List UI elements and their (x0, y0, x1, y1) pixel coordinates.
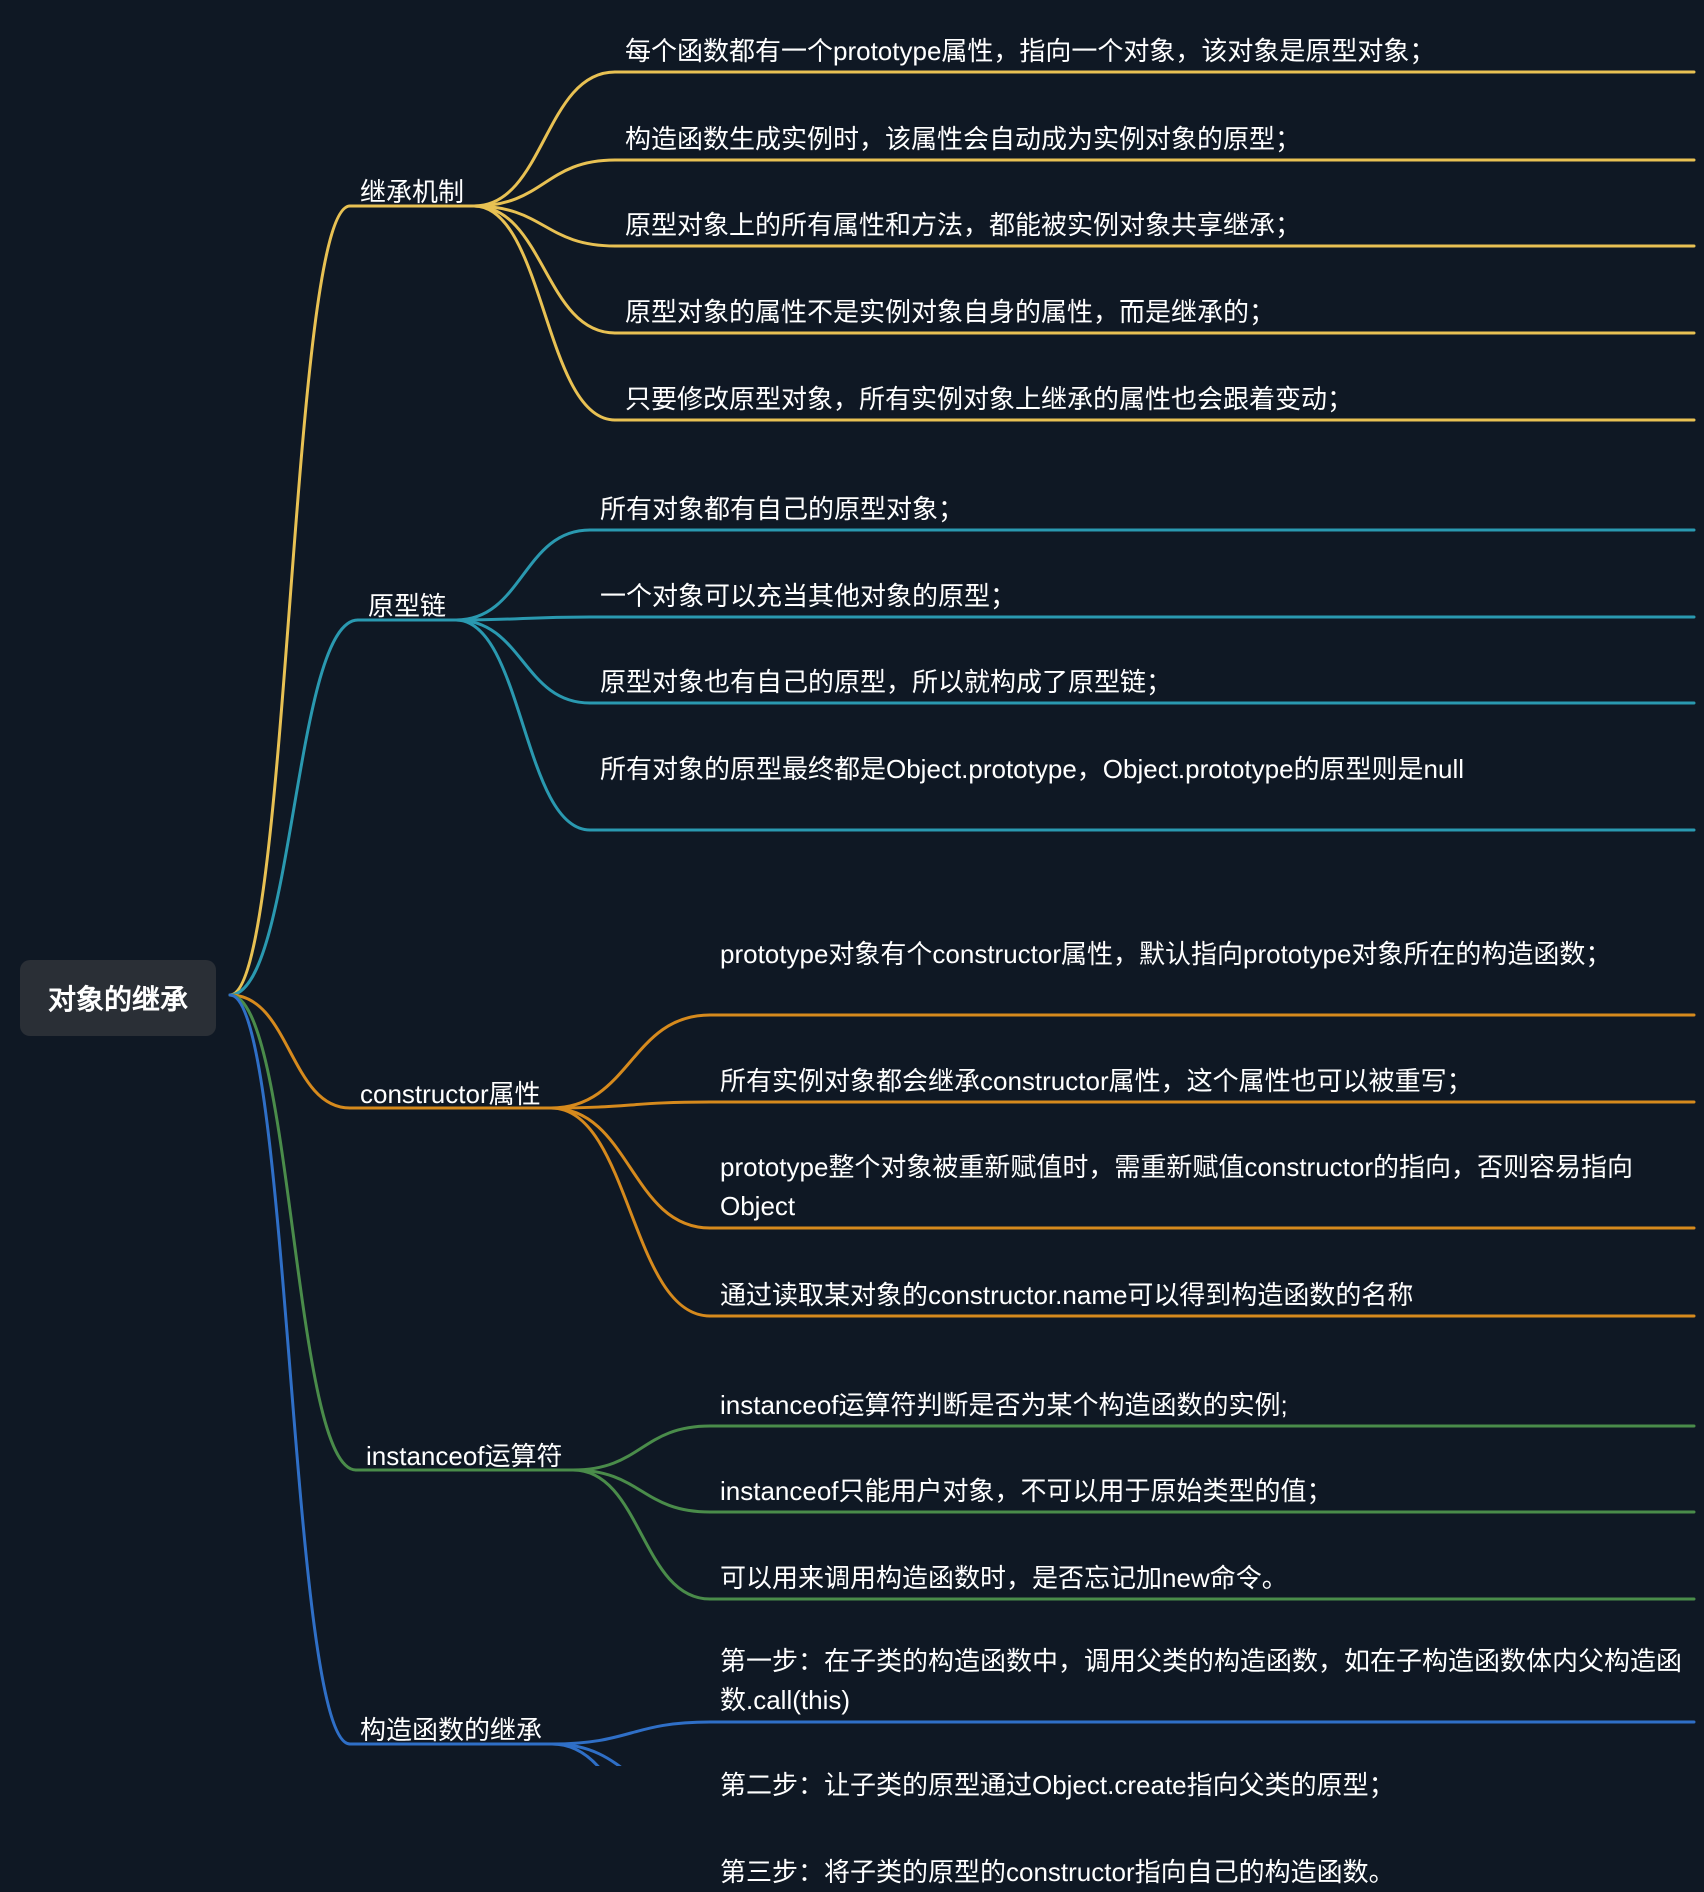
leaf-instanceof-2: 可以用来调用构造函数时，是否忘记加new命令。 (720, 1559, 1288, 1598)
leaf-inherit-2: 原型对象上的所有属性和方法，都能被实例对象共享继承； (625, 206, 1301, 245)
leaf-instanceof-1: instanceof只能用户对象，不可以用于原始类型的值； (720, 1472, 1333, 1511)
leaf-constructor-1: 所有实例对象都会继承constructor属性，这个属性也可以被重写； (720, 1062, 1473, 1101)
leaf-ctor-inherit-1: 第二步：让子类的原型通过Object.create指向父类的原型； (720, 1766, 1395, 1805)
leaf-inherit-0: 每个函数都有一个prototype属性，指向一个对象，该对象是原型对象； (625, 32, 1435, 71)
branch-instanceof[interactable]: instanceof运算符 (366, 1436, 563, 1473)
leaf-proto-chain-1: 一个对象可以充当其他对象的原型； (600, 577, 1016, 616)
branch-ctor-inherit[interactable]: 构造函数的继承 (360, 1710, 542, 1747)
branch-inherit[interactable]: 继承机制 (360, 172, 464, 209)
leaf-constructor-0: prototype对象有个constructor属性，默认指向prototype… (720, 935, 1611, 974)
leaf-inherit-4: 只要修改原型对象，所有实例对象上继承的属性也会跟着变动； (625, 380, 1353, 419)
leaf-proto-chain-0: 所有对象都有自己的原型对象； (600, 490, 964, 529)
branch-constructor[interactable]: constructor属性 (360, 1074, 541, 1111)
leaf-proto-chain-2: 原型对象也有自己的原型，所以就构成了原型链； (600, 663, 1172, 702)
leaf-proto-chain-3: 所有对象的原型最终都是Object.prototype，Object.proto… (600, 750, 1464, 789)
leaf-inherit-1: 构造函数生成实例时，该属性会自动成为实例对象的原型； (625, 120, 1301, 159)
leaf-constructor-3: 通过读取某对象的constructor.name可以得到构造函数的名称 (720, 1276, 1413, 1315)
leaf-constructor-2: prototype整个对象被重新赋值时，需重新赋值constructor的指向，… (720, 1148, 1694, 1226)
branch-proto-chain[interactable]: 原型链 (368, 586, 446, 623)
leaf-instanceof-0: instanceof运算符判断是否为某个构造函数的实例; (720, 1386, 1288, 1425)
leaf-ctor-inherit-0: 第一步：在子类的构造函数中，调用父类的构造函数，如在子构造函数体内父构造函数.c… (720, 1642, 1694, 1720)
leaf-inherit-3: 原型对象的属性不是实例对象自身的属性，而是继承的； (625, 293, 1275, 332)
root-node[interactable]: 对象的继承 (20, 960, 216, 1036)
leaf-ctor-inherit-2: 第三步：将子类的原型的constructor指向自己的构造函数。 (720, 1853, 1395, 1892)
